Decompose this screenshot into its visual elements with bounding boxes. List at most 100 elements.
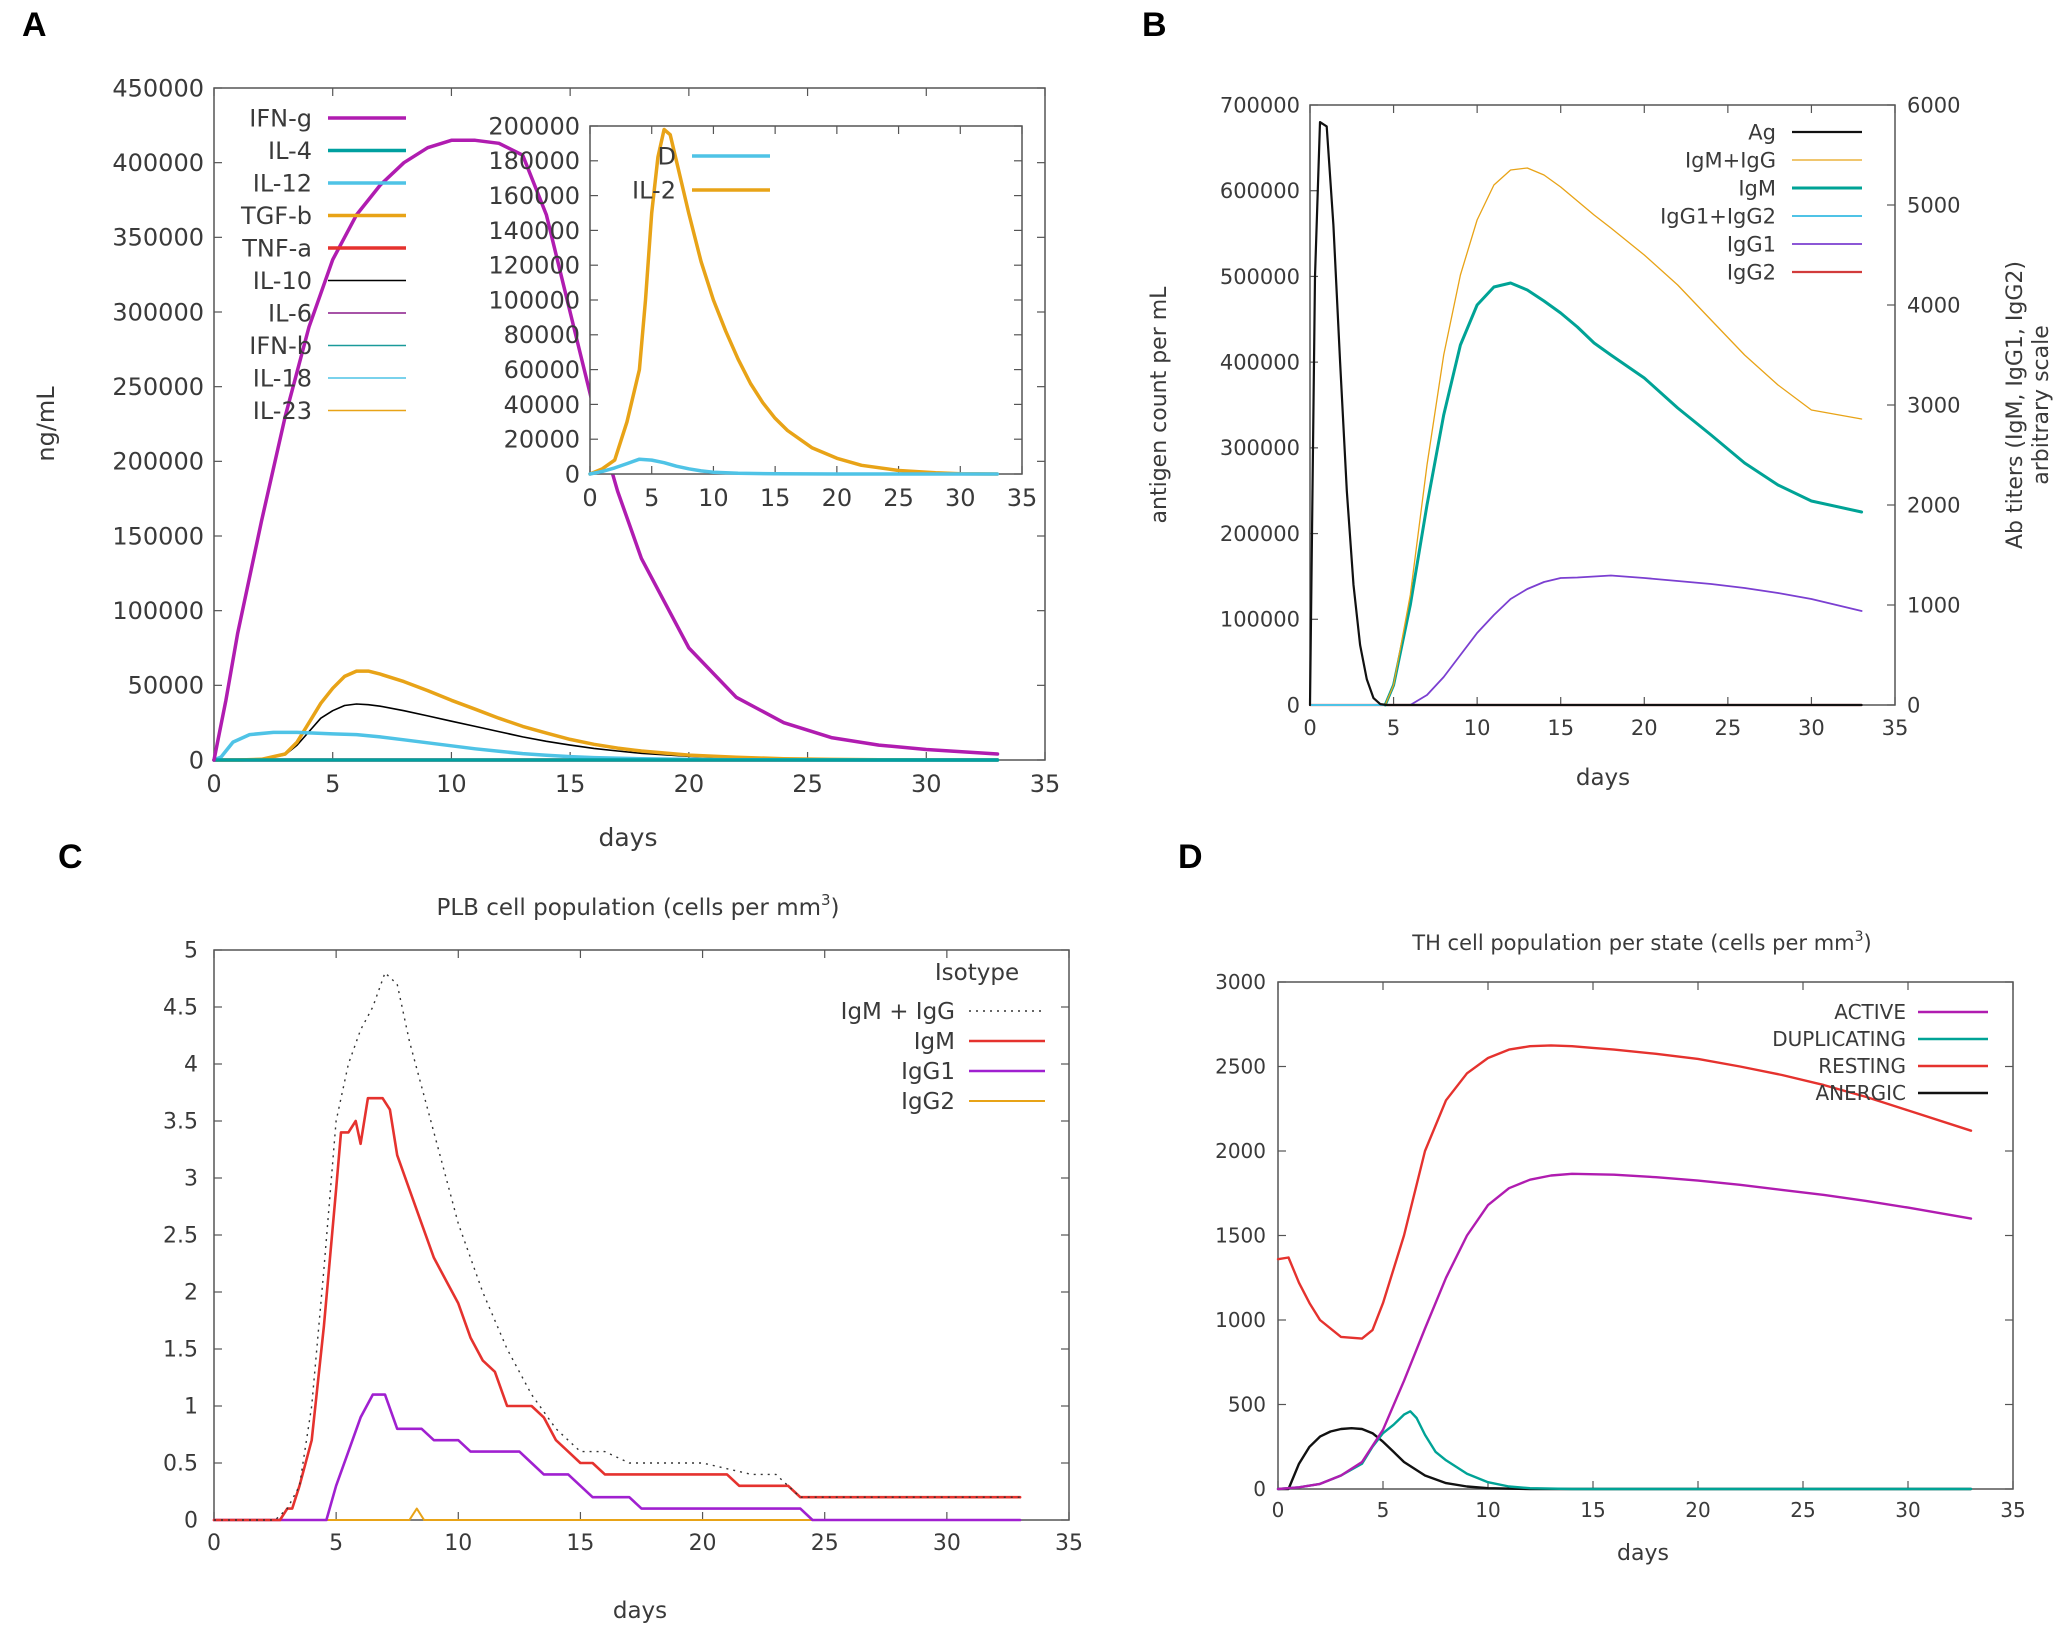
- y-tick-label: 500000: [1220, 265, 1300, 289]
- legend-label-il-10: IL-10: [253, 267, 312, 295]
- legend-label-igm: IgM: [1738, 176, 1776, 200]
- x-tick-label: 0: [207, 1531, 221, 1556]
- series-active: [1276, 1172, 1973, 1491]
- legend-label-il-4: IL-4: [268, 137, 312, 165]
- y-tick-label: 3.5: [163, 1110, 198, 1135]
- y2-tick-label: 2000: [1907, 493, 1960, 517]
- panel-letter-d: D: [1178, 838, 1203, 876]
- legend-label-igg2: IgG2: [1727, 260, 1776, 284]
- y-tick-label: 100000: [488, 286, 580, 314]
- legend-label-igg2: IgG2: [901, 1089, 955, 1115]
- series-igg2: [213, 1507, 1022, 1521]
- inset-frame: [589, 125, 1023, 475]
- y-tick-label: 2000: [1215, 1139, 1266, 1163]
- series-ag: [1308, 120, 1863, 707]
- y-tick-label: 700000: [1220, 93, 1300, 117]
- x-tick-label: 10: [698, 484, 729, 512]
- legend-label-ifn-g: IFN-g: [249, 104, 312, 132]
- chart-title: TH cell population per state (cells per …: [1411, 929, 1872, 955]
- x-tick-label: 5: [1377, 1498, 1390, 1522]
- legend-label-il-23: IL-23: [253, 397, 312, 425]
- x-tick-label: 25: [1714, 716, 1741, 740]
- inset-series-group: [588, 127, 1000, 476]
- x-tick-label: 5: [644, 484, 659, 512]
- x-tick-label: 35: [1882, 716, 1909, 740]
- x-axis: 0 5 10 15 20 25 30 35: [207, 950, 1083, 1556]
- y-tick-label: 0: [184, 1509, 198, 1534]
- legend: Ag IgM+IgG IgM IgG1+IgG2 IgG1 IgG2: [1660, 120, 1862, 284]
- x-tick-label: 5: [329, 1531, 343, 1556]
- x-tick-label: 25: [792, 770, 823, 798]
- x-tick-label: 30: [933, 1531, 961, 1556]
- inset-x-axis: 0 5 10 15 20 25 30 35: [582, 126, 1037, 512]
- legend-label-tgf-b: TGF-b: [240, 202, 312, 230]
- x-axis-label: days: [1576, 765, 1630, 791]
- x-tick-label: 5: [325, 770, 340, 798]
- x-axis-label: days: [613, 1598, 667, 1624]
- y-tick-label: 150000: [112, 522, 204, 550]
- chart-antibody-titers: 0 5 10 15 20 25 30 35 0100000200000300000400000…: [1147, 93, 2054, 791]
- legend-label-igm-igg: IgM + IgG: [841, 999, 955, 1025]
- y-tick-label: 300000: [1220, 436, 1300, 460]
- x-tick-label: 0: [206, 770, 221, 798]
- x-tick-label: 15: [566, 1531, 594, 1556]
- x-tick-label: 30: [911, 770, 942, 798]
- y-tick-label: 3: [184, 1167, 198, 1192]
- x-tick-label: 30: [1798, 716, 1825, 740]
- y2-tick-label: 3000: [1907, 393, 1960, 417]
- legend-label-il-18: IL-18: [253, 364, 312, 392]
- y-tick-label: 300000: [112, 298, 204, 326]
- legend: ACTIVE DUPLICATING RESTING ANERGIC: [1772, 1000, 1988, 1105]
- x-tick-label: 20: [822, 484, 853, 512]
- y-tick-label: 1000: [1215, 1308, 1266, 1332]
- x-tick-label: 20: [674, 770, 705, 798]
- series-igg1: [1392, 574, 1863, 706]
- y-tick-label: 100000: [112, 597, 204, 625]
- y-tick-label: 4.5: [163, 996, 198, 1021]
- y-tick-label: 2.5: [163, 1224, 198, 1249]
- y-tick-label: 4: [184, 1053, 198, 1078]
- x-tick-label: 20: [689, 1531, 717, 1556]
- y-tick-label: 1.5: [163, 1338, 198, 1363]
- y-axis: 0 0.5 1 1.5 2 2.5 3 3.5 4 4.5 5: [163, 939, 1069, 1534]
- series-igm: [1383, 281, 1864, 707]
- y-tick-label: 0: [1287, 693, 1300, 717]
- legend-label-tnf-a: TNF-a: [241, 234, 312, 262]
- legend-label-il-2: IL-2: [632, 176, 676, 204]
- y-tick-label: 2500: [1215, 1055, 1266, 1079]
- chart-th-cells: 0 5 10 15 20 25 30 35 050010001500200025003000 …: [1215, 929, 2026, 1566]
- inset-chart-il2: 0 5 10 15 20 25 30 35 0 20000 40000 60000 80000 1000…: [488, 112, 1037, 512]
- y2-tick-label: 6000: [1907, 93, 1960, 117]
- x-axis: 0 5 10 15 20 25 30 35: [206, 88, 1060, 798]
- x-tick-label: 0: [1272, 1498, 1285, 1522]
- y-axis-left: 0 100000 200000 300000 400000 500000 600000 700…: [1220, 93, 1318, 717]
- y-tick-label: 0: [565, 460, 580, 488]
- y-tick-label: 0: [1253, 1477, 1266, 1501]
- y-tick-label: 600000: [1220, 179, 1300, 203]
- y-tick-label: 50000: [128, 672, 204, 700]
- legend-label-il-12: IL-12: [253, 169, 312, 197]
- inset-y-axis: 0 20000 40000 60000 80000 100000 120000 140000 1…: [488, 112, 1022, 488]
- x-tick-label: 25: [883, 484, 914, 512]
- chart-cytokines: 0 5 10 15 20 25 30 35 0500001000001500002000002…: [32, 74, 1060, 852]
- y-tick-label: 200000: [488, 112, 580, 140]
- x-tick-label: 5: [1387, 716, 1400, 740]
- legend-label-anergic: ANERGIC: [1815, 1081, 1906, 1105]
- legend-label-igm-igg: IgM+IgG: [1685, 148, 1776, 172]
- series-d: [588, 457, 1000, 476]
- x-tick-label: 25: [811, 1531, 839, 1556]
- x-tick-label: 35: [1055, 1531, 1083, 1556]
- x-tick-label: 20: [1631, 716, 1658, 740]
- y-tick-label: 160000: [488, 182, 580, 210]
- x-axis: 0 5 10 15 20 25 30 35: [1272, 982, 2026, 1522]
- x-axis-label: days: [598, 823, 657, 852]
- y-tick-label: 60000: [504, 356, 580, 384]
- y-axis-label: ng/mL: [32, 386, 60, 462]
- series-igm-igg: [1384, 167, 1863, 706]
- panel-letter-a: A: [22, 6, 47, 44]
- series-group: [212, 972, 1022, 1522]
- x-tick-label: 20: [1685, 1498, 1710, 1522]
- y-tick-label: 250000: [112, 373, 204, 401]
- y-tick-label: 3000: [1215, 970, 1266, 994]
